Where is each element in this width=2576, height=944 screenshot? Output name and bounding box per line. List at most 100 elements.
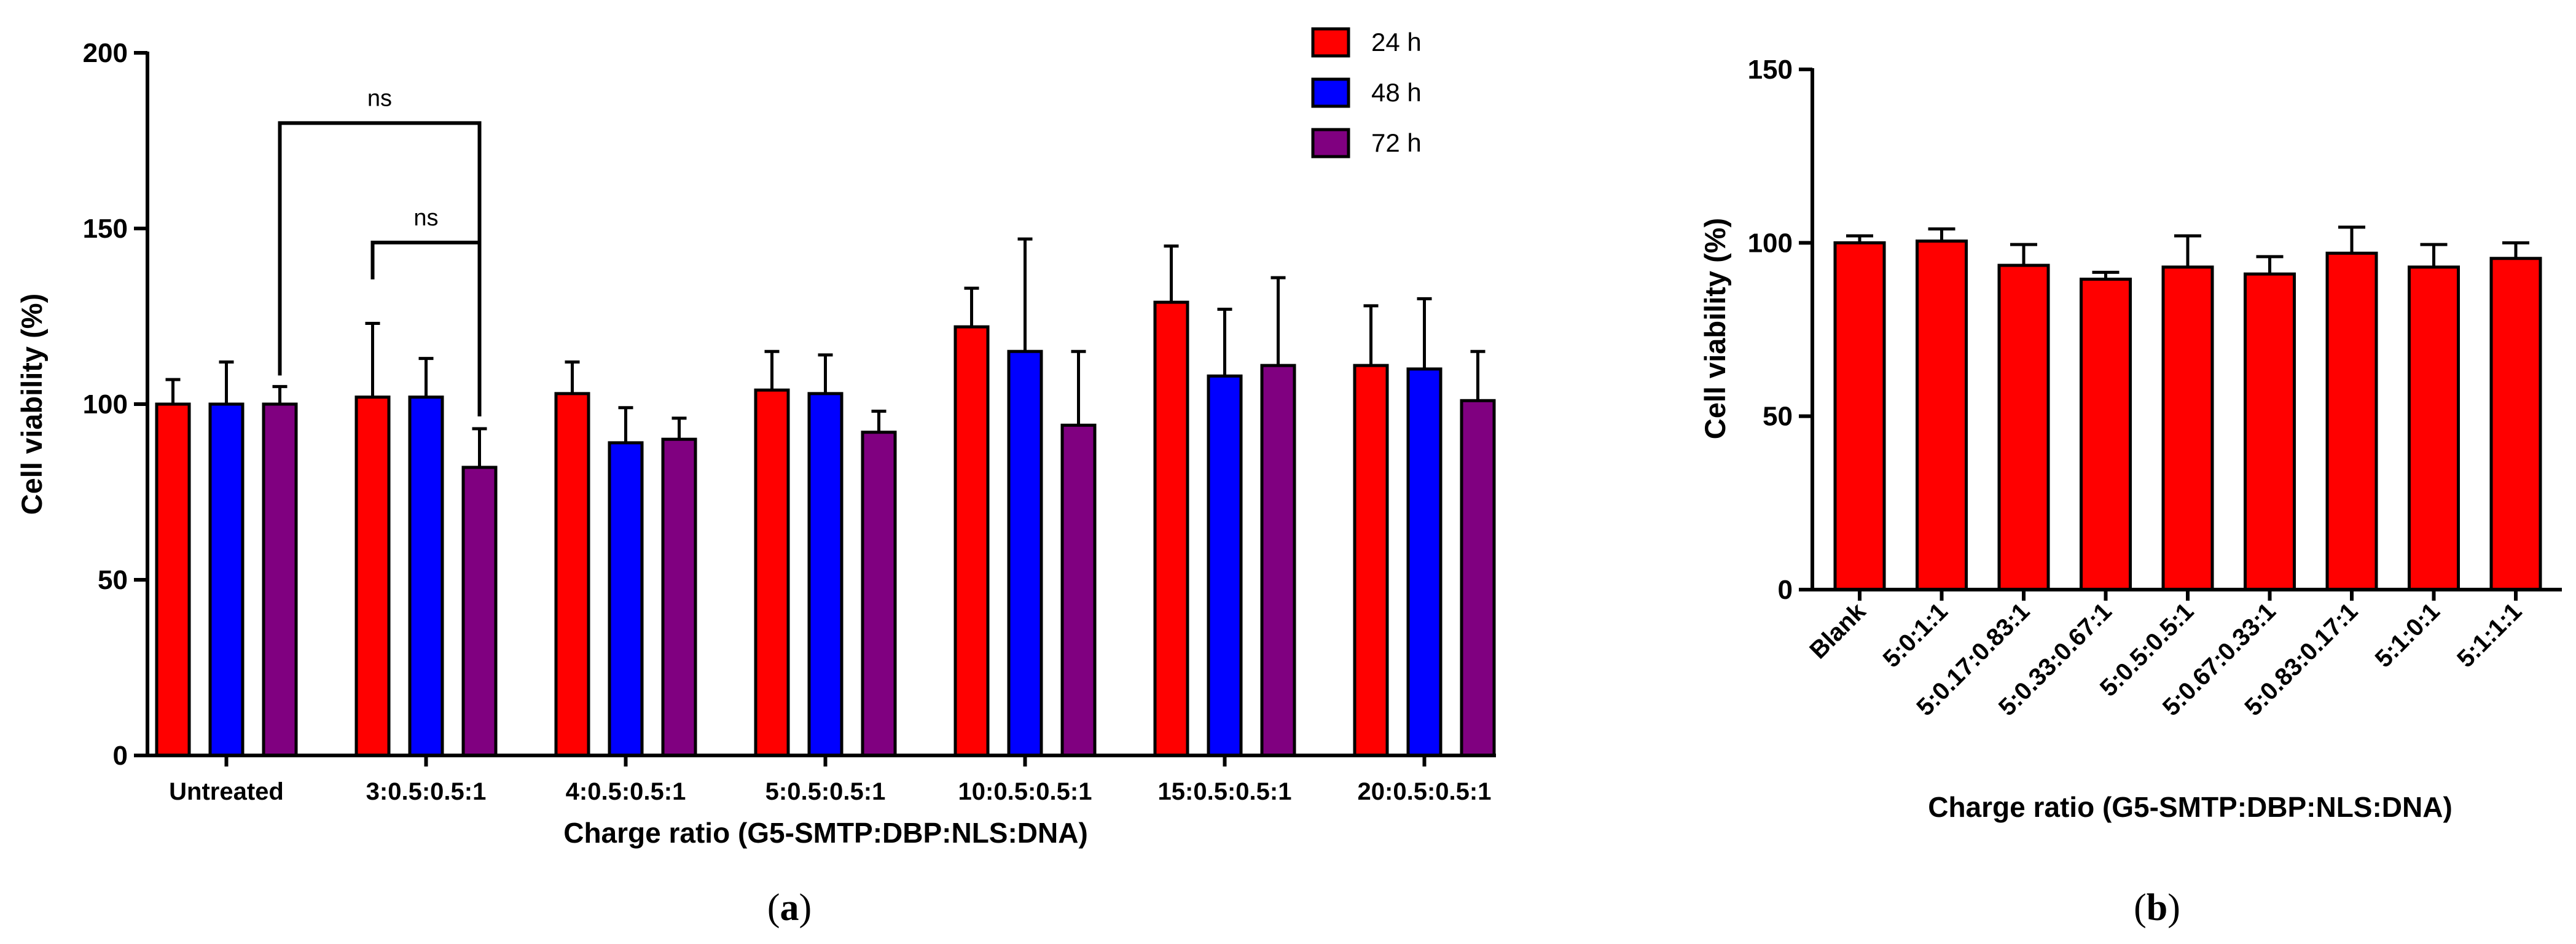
x-tick-label-5-0-5-0-5-1: 5:0.5:0.5:1 bbox=[765, 778, 886, 805]
panel-b-x-ticks: Blank 5:0:1:15:0.17:0.83:15:0.33:0.67:15:… bbox=[1804, 590, 2527, 721]
error-bar-72-h-3-0-5-0-5-1 bbox=[472, 427, 487, 467]
legend-swatch-24-h bbox=[1311, 27, 1350, 58]
y-tick-label-150: 150 bbox=[1748, 55, 1793, 85]
panel-a-caption: (a) bbox=[767, 887, 812, 929]
error-bar-5-0-1-1 bbox=[1928, 227, 1955, 241]
bar-blank bbox=[1833, 241, 1886, 591]
bar-72-h-3-0-5-0-5-1 bbox=[461, 466, 498, 757]
bar-24-h-untreated bbox=[155, 402, 191, 757]
error-bar-48-h-untreated bbox=[219, 360, 234, 404]
error-bar-72-h-5-0-5-0-5-1 bbox=[871, 409, 887, 432]
x-tick-label-20-0-5-0-5-1: 20:0.5:0.5:1 bbox=[1358, 778, 1492, 805]
bar-48-h-5-0-5-0-5-1 bbox=[807, 392, 844, 757]
panel-b-caption: (b) bbox=[2134, 887, 2180, 929]
error-bar-72-h-20-0-5-0-5-1 bbox=[1470, 349, 1486, 401]
x-tick-label-4-0-5-0-5-1: 4:0.5:0.5:1 bbox=[566, 778, 686, 805]
error-bar-24-h-untreated bbox=[165, 378, 181, 404]
bar-24-h-10-0-5-0-5-1 bbox=[953, 325, 990, 757]
panel-a-x-axis-label: Charge ratio (G5-SMTP:DBP:NLS:DNA) bbox=[563, 817, 1088, 849]
error-bar-5-0-83-0-17-1 bbox=[2338, 225, 2365, 254]
panel-a-significance-brackets: ns ns bbox=[278, 85, 482, 417]
bar-5-0-83-0-17-1 bbox=[2325, 251, 2378, 591]
panel-b-chart: 0 50 100 150 Blank 5:0:1:15:0.17:0.83:15:0.3… bbox=[1699, 55, 2562, 929]
y-tick-label-100: 100 bbox=[83, 389, 128, 419]
error-bar-48-h-20-0-5-0-5-1 bbox=[1417, 297, 1432, 369]
error-bar-48-h-3-0-5-0-5-1 bbox=[418, 357, 434, 397]
bar-5-0-17-0-83-1 bbox=[1997, 263, 2050, 591]
error-bar-24-h-10-0-5-0-5-1 bbox=[964, 286, 979, 327]
error-bar-24-h-15-0-5-0-5-1 bbox=[1164, 244, 1179, 303]
error-bar-5-1-0-1 bbox=[2420, 243, 2448, 267]
y-tick-label-0: 0 bbox=[1778, 575, 1793, 605]
bar-48-h-15-0-5-0-5-1 bbox=[1207, 374, 1243, 757]
panel-a-legend: 24 h 48 h 72 h bbox=[1311, 27, 1422, 158]
significance-label-2: ns bbox=[413, 205, 438, 231]
error-bar-72-h-untreated bbox=[272, 384, 288, 404]
bar-24-h-20-0-5-0-5-1 bbox=[1353, 364, 1389, 757]
bar-24-h-3-0-5-0-5-1 bbox=[354, 396, 391, 757]
x-tick-label-3-0-5-0-5-1: 3:0.5:0.5:1 bbox=[366, 778, 487, 805]
x-tick-label-5-1-0-1: 5:1:0:1 bbox=[2370, 598, 2445, 673]
panel-a-x-ticks: Untreated 3:0.5:0.5:1 4:0.5:0.5:1 5:0.5:0.5… bbox=[169, 755, 1491, 805]
legend-swatch-72-h bbox=[1311, 128, 1350, 158]
significance-label-1: ns bbox=[367, 85, 392, 111]
error-bar-48-h-4-0-5-0-5-1 bbox=[618, 406, 633, 443]
panel-a-caption-letter: a bbox=[780, 887, 799, 929]
y-tick-label-0: 0 bbox=[113, 741, 128, 771]
bar-72-h-20-0-5-0-5-1 bbox=[1460, 399, 1496, 757]
bar-72-h-4-0-5-0-5-1 bbox=[661, 437, 697, 757]
bar-48-h-3-0-5-0-5-1 bbox=[408, 396, 444, 757]
x-tick-label-15-0-5-0-5-1: 15:0.5:0.5:1 bbox=[1158, 778, 1292, 805]
legend-label-24-h: 24 h bbox=[1371, 28, 1422, 57]
bar-24-h-5-0-5-0-5-1 bbox=[754, 388, 790, 757]
y-tick-label-50: 50 bbox=[1763, 402, 1793, 432]
panel-b-y-axis-label: Cell viability (%) bbox=[1699, 218, 1731, 439]
significance-bracket-1 bbox=[278, 121, 482, 417]
x-tick-label-5-1-1-1: 5:1:1:1 bbox=[2452, 598, 2527, 673]
error-bar-blank bbox=[1846, 234, 1873, 243]
error-bar-48-h-5-0-5-0-5-1 bbox=[818, 353, 833, 394]
bar-24-h-15-0-5-0-5-1 bbox=[1153, 300, 1189, 757]
bar-5-1-0-1 bbox=[2408, 265, 2460, 591]
bar-48-h-4-0-5-0-5-1 bbox=[608, 441, 644, 757]
x-tick-label-untreated: Untreated bbox=[169, 778, 284, 805]
legend-label-48-h: 48 h bbox=[1371, 78, 1422, 107]
bar-5-0-5-0-5-1 bbox=[2161, 265, 2214, 591]
y-tick-label-50: 50 bbox=[98, 565, 128, 595]
error-bar-48-h-15-0-5-0-5-1 bbox=[1217, 308, 1232, 376]
x-tick-label-10-0-5-0-5-1: 10:0.5:0.5:1 bbox=[958, 778, 1092, 805]
bar-48-h-untreated bbox=[208, 402, 245, 757]
x-tick-label-blank: Blank bbox=[1804, 598, 1871, 665]
error-bar-24-h-20-0-5-0-5-1 bbox=[1363, 304, 1379, 366]
y-tick-label-150: 150 bbox=[83, 214, 128, 244]
legend-label-72-h: 72 h bbox=[1371, 128, 1422, 157]
error-bar-5-1-1-1 bbox=[2502, 241, 2529, 259]
y-tick-label-100: 100 bbox=[1748, 228, 1793, 258]
error-bar-72-h-4-0-5-0-5-1 bbox=[671, 416, 687, 440]
error-bar-5-0-67-0-33-1 bbox=[2256, 255, 2284, 275]
y-tick-label-200: 200 bbox=[83, 38, 128, 68]
bar-5-0-1-1 bbox=[1916, 240, 1968, 591]
bar-48-h-10-0-5-0-5-1 bbox=[1007, 349, 1043, 757]
bar-72-h-10-0-5-0-5-1 bbox=[1060, 423, 1097, 757]
error-bar-5-0-5-0-5-1 bbox=[2174, 234, 2201, 267]
panel-a-error-bars bbox=[165, 237, 1486, 467]
bar-48-h-20-0-5-0-5-1 bbox=[1406, 367, 1443, 757]
bar-72-h-untreated bbox=[262, 402, 298, 757]
error-bar-24-h-4-0-5-0-5-1 bbox=[565, 360, 580, 394]
error-bar-72-h-10-0-5-0-5-1 bbox=[1071, 349, 1086, 426]
error-bar-72-h-15-0-5-0-5-1 bbox=[1270, 276, 1286, 366]
panel-a-y-ticks: 0 50 100 150 200 bbox=[83, 38, 147, 771]
panel-b-caption-letter: b bbox=[2147, 887, 2167, 929]
bar-72-h-15-0-5-0-5-1 bbox=[1260, 364, 1296, 757]
error-bar-5-0-17-0-83-1 bbox=[2010, 243, 2037, 266]
panel-a-y-axis-label: Cell viability (%) bbox=[15, 294, 48, 515]
bar-5-1-1-1 bbox=[2489, 257, 2542, 591]
x-tick-label-5-0-1-1: 5:0:1:1 bbox=[1878, 598, 1953, 673]
error-bar-48-h-10-0-5-0-5-1 bbox=[1017, 237, 1033, 352]
bar-5-0-33-0-67-1 bbox=[2080, 278, 2132, 591]
error-bar-24-h-5-0-5-0-5-1 bbox=[764, 349, 780, 391]
significance-bracket-2 bbox=[370, 240, 482, 417]
panel-b-x-axis-label: Charge ratio (G5-SMTP:DBP:NLS:DNA) bbox=[1928, 791, 2453, 823]
